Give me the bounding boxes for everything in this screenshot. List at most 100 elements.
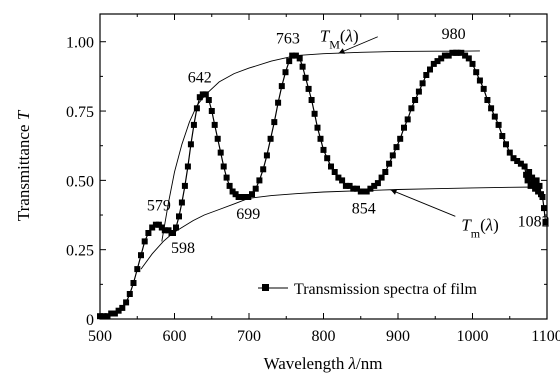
data-point <box>427 66 433 73</box>
data-point <box>449 49 456 56</box>
peak-label-763: 763 <box>276 31 300 48</box>
data-point <box>256 177 263 184</box>
data-point <box>220 163 227 170</box>
legend-marker <box>262 284 269 291</box>
data-point <box>141 238 148 245</box>
data-point <box>208 108 215 114</box>
data-point <box>145 230 152 236</box>
data-point <box>480 85 487 92</box>
peak-label-854: 854 <box>352 200 376 217</box>
data-point <box>542 219 549 225</box>
data-point <box>404 116 411 123</box>
data-point <box>123 299 130 306</box>
envelope-arrow-head <box>390 189 398 195</box>
envelope-labels: TM(λ) Tm(λ) <box>320 27 499 241</box>
data-point <box>541 205 547 212</box>
data-point <box>104 313 111 320</box>
data-point <box>249 191 255 198</box>
spectrum-line <box>100 52 547 317</box>
data-point <box>252 185 259 192</box>
legend-label: Transmission spectra of film <box>294 281 478 298</box>
data-point <box>100 313 107 320</box>
data-point <box>529 174 536 181</box>
data-point <box>173 224 179 231</box>
data-point <box>491 113 498 120</box>
data-point <box>454 49 461 56</box>
data-point <box>260 166 267 173</box>
data-point <box>342 182 349 189</box>
x-tick-label: 700 <box>237 328 261 345</box>
peak-label-598: 598 <box>171 240 195 257</box>
y-tick-label: 0.75 <box>66 104 94 121</box>
data-point <box>354 185 360 192</box>
data-point <box>488 105 495 112</box>
data-point <box>473 69 480 76</box>
envelope-arrow-line <box>338 36 378 54</box>
data-point <box>465 55 472 62</box>
data-point <box>275 99 282 106</box>
data-point <box>119 304 126 311</box>
x-tick-label: 1100 <box>531 328 560 345</box>
upper-envelope-label: TM(λ) <box>320 27 359 52</box>
data-point <box>314 124 321 131</box>
data-point <box>393 144 400 151</box>
data-point <box>328 163 334 170</box>
data-point <box>311 110 318 117</box>
envelope-arrow-line <box>390 189 456 217</box>
x-axis-title: Wavelength λ/nm <box>264 354 383 373</box>
data-point <box>335 174 342 181</box>
peak-labels: 579 598 642 699 763 854 980 1082 <box>147 26 550 257</box>
data-point <box>190 121 197 128</box>
data-point <box>267 135 274 142</box>
data-point <box>506 149 513 156</box>
peak-label-1082: 1082 <box>518 214 550 231</box>
ticks <box>99 14 548 320</box>
data-point <box>499 133 506 139</box>
data-point <box>161 227 168 234</box>
legend: Transmission spectra of film <box>258 281 478 298</box>
data-point <box>241 194 248 200</box>
data-point <box>278 83 285 90</box>
data-point <box>245 194 252 200</box>
data-point <box>419 80 426 87</box>
data-point <box>430 60 437 67</box>
data-points <box>97 49 549 320</box>
data-point <box>170 230 176 236</box>
data-point <box>363 188 370 195</box>
data-point <box>271 119 278 126</box>
data-point <box>305 85 312 92</box>
data-point <box>134 266 141 273</box>
data-point <box>181 182 188 189</box>
y-tick-label: 0 <box>86 312 94 329</box>
data-point <box>324 155 331 162</box>
data-point <box>97 313 103 320</box>
data-point <box>469 60 476 67</box>
envelope-arrow-head <box>338 48 346 54</box>
data-point <box>441 52 448 59</box>
data-point <box>263 152 270 159</box>
data-point <box>524 177 531 184</box>
data-point <box>503 141 509 148</box>
tick-labels: 500 600 700 800 900 1000 1100 0 0.25 0.50 0.75 1.00 <box>66 35 560 345</box>
data-point <box>187 141 194 148</box>
data-point <box>374 180 381 187</box>
data-point <box>214 135 221 142</box>
peak-label-642: 642 <box>188 69 212 86</box>
data-point <box>462 52 469 59</box>
data-point <box>299 63 306 70</box>
data-point <box>111 310 118 317</box>
data-point <box>526 169 533 175</box>
data-point <box>317 135 324 142</box>
y-tick-label: 1.00 <box>66 35 94 52</box>
data-point <box>331 169 338 175</box>
data-point <box>282 69 289 76</box>
data-point <box>378 174 385 181</box>
data-point <box>184 163 191 170</box>
data-point <box>289 52 296 59</box>
peak-label-699: 699 <box>236 206 260 223</box>
data-point <box>539 194 546 200</box>
data-point <box>484 97 491 103</box>
data-point <box>415 88 422 95</box>
data-point <box>408 105 415 112</box>
data-point <box>386 160 393 167</box>
